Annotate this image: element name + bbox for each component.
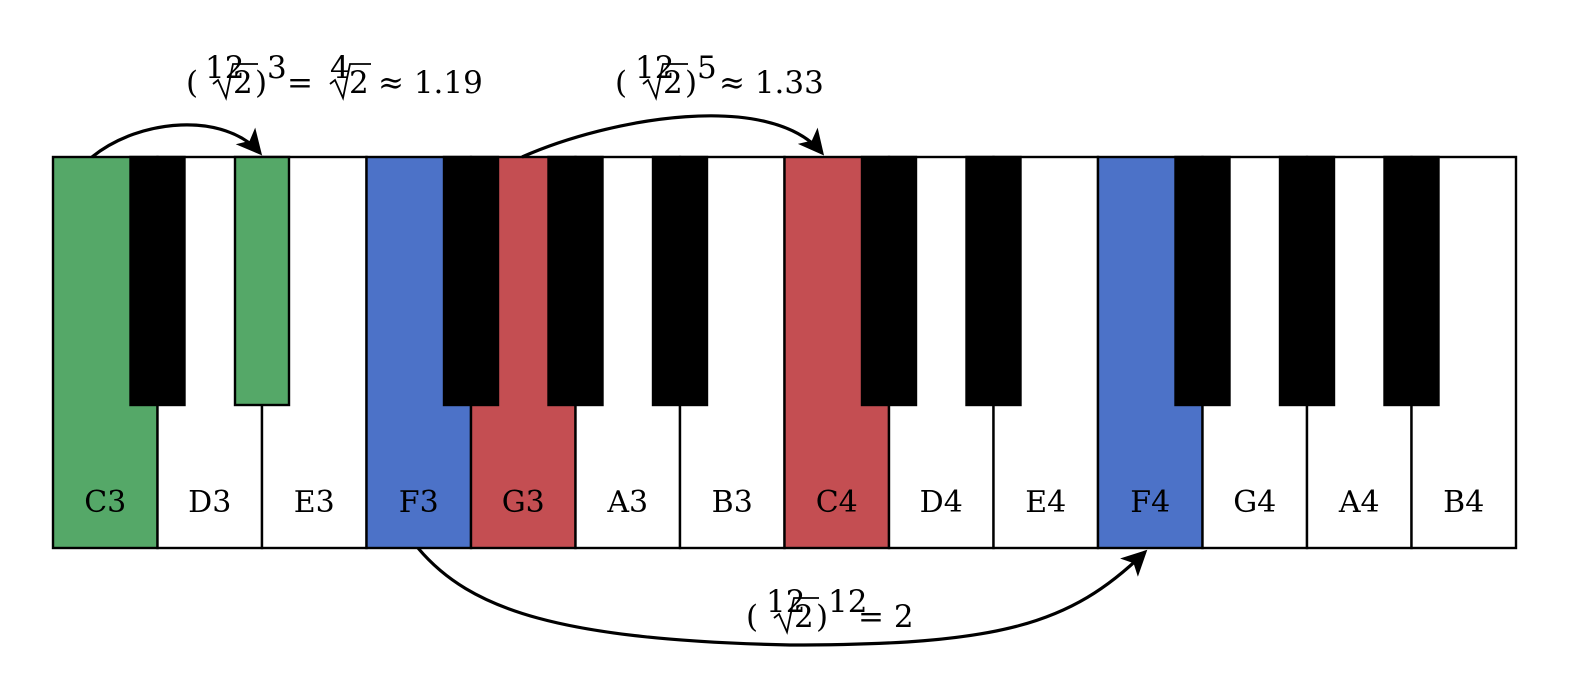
key-label-c3: C3 (84, 485, 126, 520)
interval-arrow-g3-to-c4 (521, 114, 825, 159)
approx-value: ≈ 1.33 (719, 65, 824, 101)
radical-sign (212, 63, 258, 101)
black-key-8[interactable] (1174, 155, 1231, 407)
black-key-4[interactable] (547, 155, 604, 407)
radicand: 2 (233, 65, 253, 101)
key-label-f4: F4 (1130, 485, 1170, 520)
black-key-7[interactable] (965, 155, 1022, 407)
key-label-g4: G4 (1233, 485, 1276, 520)
svg-text:): ) (816, 599, 828, 635)
radical-sign (329, 63, 371, 101)
key-label-e4: E4 (1025, 485, 1066, 520)
interval-arrow-f3-to-f4 (416, 546, 1148, 647)
formula-third-interval: ( 12 2 ) 3 = 4 2 ≈ 1.19 (186, 50, 483, 101)
black-key-6[interactable] (860, 155, 918, 407)
svg-text:): ) (685, 65, 697, 101)
exponent: 5 (697, 50, 717, 86)
approx-value: ≈ 1.19 (378, 65, 483, 101)
key-label-d4: D4 (920, 485, 963, 520)
root-index: 12 (635, 50, 674, 86)
radicand: 2 (349, 65, 369, 101)
black-keys (129, 155, 1440, 407)
key-label-a3: A3 (606, 485, 648, 520)
key-label-f3: F3 (399, 485, 439, 520)
black-key-3[interactable] (442, 155, 500, 407)
root-index: 4 (330, 50, 350, 86)
black-key-2[interactable] (233, 155, 291, 407)
formula-octave-interval: ( 12 2 ) 12 = 2 (746, 584, 914, 635)
key-labels: C3 D3 E3 F3 G3 A3 B3 C4 D4 E4 F4 G4 A4 B4 (84, 485, 1484, 520)
svg-text:(: ( (746, 599, 758, 635)
key-label-d3: D3 (188, 485, 231, 520)
equals-sign: = (287, 65, 313, 101)
exponent: 3 (267, 50, 287, 86)
exponent: 12 (828, 584, 867, 620)
svg-text:(: ( (615, 65, 627, 101)
interval-arrow-c3-to-dsharp3 (90, 123, 263, 159)
formula-fourth-interval: ( 12 2 ) 5 ≈ 1.33 (615, 50, 824, 101)
black-key-10[interactable] (1383, 155, 1440, 407)
black-key-1[interactable] (129, 155, 186, 407)
key-label-g3: G3 (502, 485, 545, 520)
svg-text:): ) (255, 65, 267, 101)
radicand: 2 (663, 65, 683, 101)
key-label-b4: B4 (1443, 485, 1484, 520)
radical-sign (642, 63, 688, 101)
radicand: 2 (794, 599, 814, 635)
root-index: 12 (766, 584, 805, 620)
black-key-5[interactable] (651, 155, 709, 407)
black-key-9[interactable] (1278, 155, 1336, 407)
root-index: 12 (205, 50, 244, 86)
key-label-a4: A4 (1338, 485, 1380, 520)
radical-sign (773, 597, 819, 635)
result-value: = 2 (858, 599, 914, 635)
key-label-b3: B3 (712, 485, 753, 520)
svg-text:(: ( (186, 65, 198, 101)
key-label-e3: E3 (294, 485, 335, 520)
key-label-c4: C4 (816, 485, 858, 520)
